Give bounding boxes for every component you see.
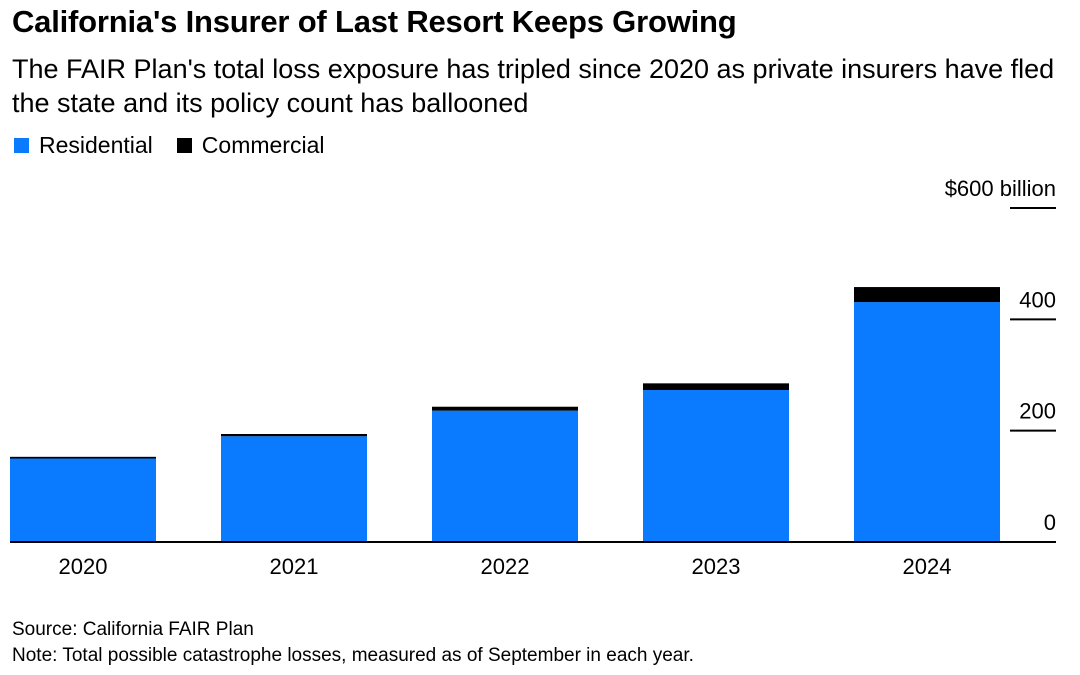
- bar-residential-2023: [643, 390, 789, 542]
- bar-residential-2020: [10, 458, 156, 542]
- legend-swatch-residential: [14, 138, 29, 153]
- x-tick-label-2023: 2023: [692, 554, 741, 579]
- chart-title: California's Insurer of Last Resort Keep…: [12, 4, 737, 39]
- source-note: Source: California FAIR Plan: [12, 619, 254, 640]
- y-tick-label-600: $600 billion: [945, 176, 1056, 201]
- y-tick-label-400: 400: [1019, 287, 1056, 312]
- chart-legend: Residential Commercial: [14, 132, 348, 159]
- bar-commercial-2021: [221, 434, 367, 437]
- bar-chart: 0 200 400 $600 billion 2020 2021 2022 2023 2024: [10, 176, 1056, 579]
- bar-residential-2022: [432, 410, 578, 542]
- chart-footer: Source: California FAIR Plan Note: Total…: [12, 617, 694, 669]
- x-tick-label-2020: 2020: [59, 554, 108, 579]
- legend-swatch-commercial: [176, 138, 192, 153]
- y-tick-label-200: 200: [1019, 399, 1056, 424]
- bar-commercial-2020: [10, 456, 156, 459]
- bar-commercial-2023: [643, 383, 789, 391]
- chart-subtitle: The FAIR Plan's total loss exposure has …: [12, 54, 1055, 118]
- x-tick-label-2021: 2021: [270, 554, 319, 579]
- legend-item-residential: Residential: [14, 132, 153, 159]
- legend-label-residential: Residential: [39, 132, 153, 158]
- legend-item-commercial: Commercial: [176, 132, 325, 159]
- bar-residential-2024: [854, 302, 1000, 542]
- bar-commercial-2024: [854, 287, 1000, 303]
- footnote: Note: Total possible catastrophe losses,…: [12, 645, 694, 666]
- bar-commercial-2022: [432, 406, 578, 411]
- y-tick-label-0: 0: [1044, 510, 1056, 535]
- legend-label-commercial: Commercial: [201, 132, 325, 158]
- x-tick-label-2022: 2022: [481, 554, 530, 579]
- x-tick-label-2024: 2024: [903, 554, 952, 579]
- bar-residential-2021: [221, 436, 367, 542]
